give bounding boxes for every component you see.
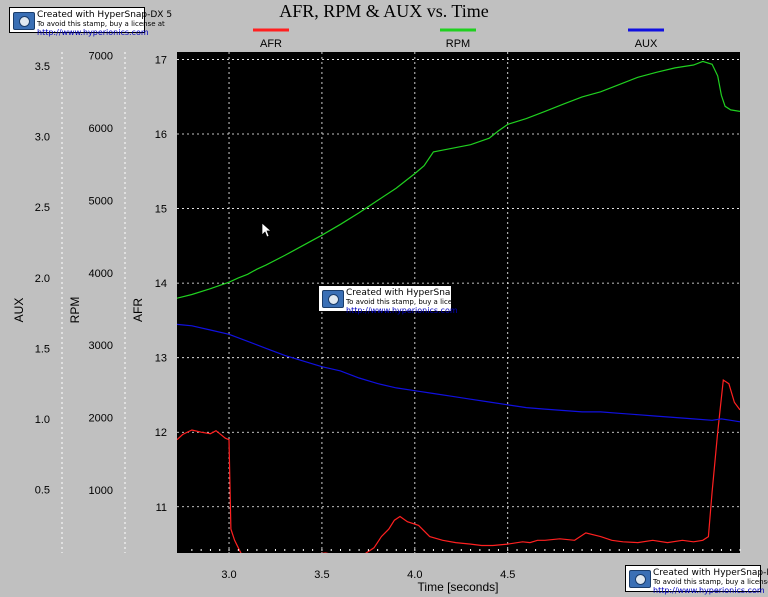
y-tick-label-afr: 17 [155,54,167,66]
watermark-stamp-bottom-right: Created with HyperSnap-DX 5 To avoid thi… [625,565,768,595]
y-tick-label-aux: 0.5 [35,484,50,496]
y-tick-label-afr: 14 [155,278,167,290]
y-tick-label-rpm: 4000 [89,268,113,280]
camera-icon [629,570,651,588]
legend-label-afr: AFR [260,38,282,50]
y-tick-label-aux: 3.0 [35,132,50,144]
plot-area [177,52,740,553]
axis-lines [61,52,126,553]
y-tick-label-rpm: 5000 [89,195,113,207]
y-tick-label-afr: 16 [155,129,167,141]
series-layer [177,60,740,553]
series-line-aux [177,323,740,423]
series-line-rpm [177,60,740,299]
series-line-afr [177,378,740,553]
watermark-line1: Created with HyperSnap-DX 5 [346,288,482,298]
watermark-line2: To avoid this stamp, buy a license at [37,20,165,28]
x-axis-label: Time [seconds] [418,580,499,594]
y-tick-label-aux: 2.5 [35,202,50,214]
mouse-cursor-icon [261,222,272,238]
watermark-line3: http://www.hyperionics.com [653,586,765,595]
legend: AFR RPM AUX [253,28,664,50]
x-tick-label: 3.0 [221,569,236,581]
y-tick-label-afr: 13 [155,353,167,365]
x-tick-label: 3.5 [314,569,329,581]
watermark-line3: http://www.hyperionics.com [37,28,149,37]
y-axis-label-afr: AFR [131,298,145,322]
y-tick-label-aux: 3.5 [35,61,50,73]
y-tick-label-aux: 1.5 [35,343,50,355]
watermark-line1: Created with HyperSnap-DX 5 [653,568,768,578]
watermark-line1: Created with HyperSnap-DX 5 [37,10,173,20]
y-tick-label-rpm: 6000 [89,123,113,135]
y-axis-label-aux: AUX [12,298,26,323]
watermark-stamp-center: Created with HyperSnap-DX 5 To avoid thi… [318,285,481,315]
y-axis-label-rpm: RPM [68,297,82,324]
camera-icon [322,290,344,308]
legend-label-rpm: RPM [446,38,470,50]
y-tick-label-rpm: 1000 [89,485,113,497]
x-tick-label: 4.5 [500,569,515,581]
y-tick-label-afr: 12 [155,427,167,439]
watermark-line3: http://www.hyperionics.com [346,306,458,315]
legend-label-aux: AUX [635,38,658,50]
y-tick-label-aux: 2.0 [35,273,50,285]
y-tick-label-rpm: 7000 [89,51,113,63]
watermark-stamp-top-left: Created with HyperSnap-DX 5 To avoid thi… [9,7,172,37]
y-tick-label-rpm: 2000 [89,413,113,425]
ticks-layer: 3.0 3.5 4.0 4.5 0.5 1.0 1.5 2.0 2.5 3.0 3.5 1000 200… [35,51,741,581]
watermark-line2: To avoid this stamp, buy a license at [653,578,768,586]
x-tick-label: 4.0 [407,569,422,581]
y-tick-label-aux: 1.0 [35,414,50,426]
watermark-line2: To avoid this stamp, buy a license at [346,298,474,306]
y-tick-label-afr: 15 [155,204,167,216]
y-tick-label-rpm: 3000 [89,340,113,352]
chart-title: AFR, RPM & AUX vs. Time [279,1,489,21]
camera-icon [13,12,35,30]
y-tick-label-afr: 11 [156,502,167,514]
